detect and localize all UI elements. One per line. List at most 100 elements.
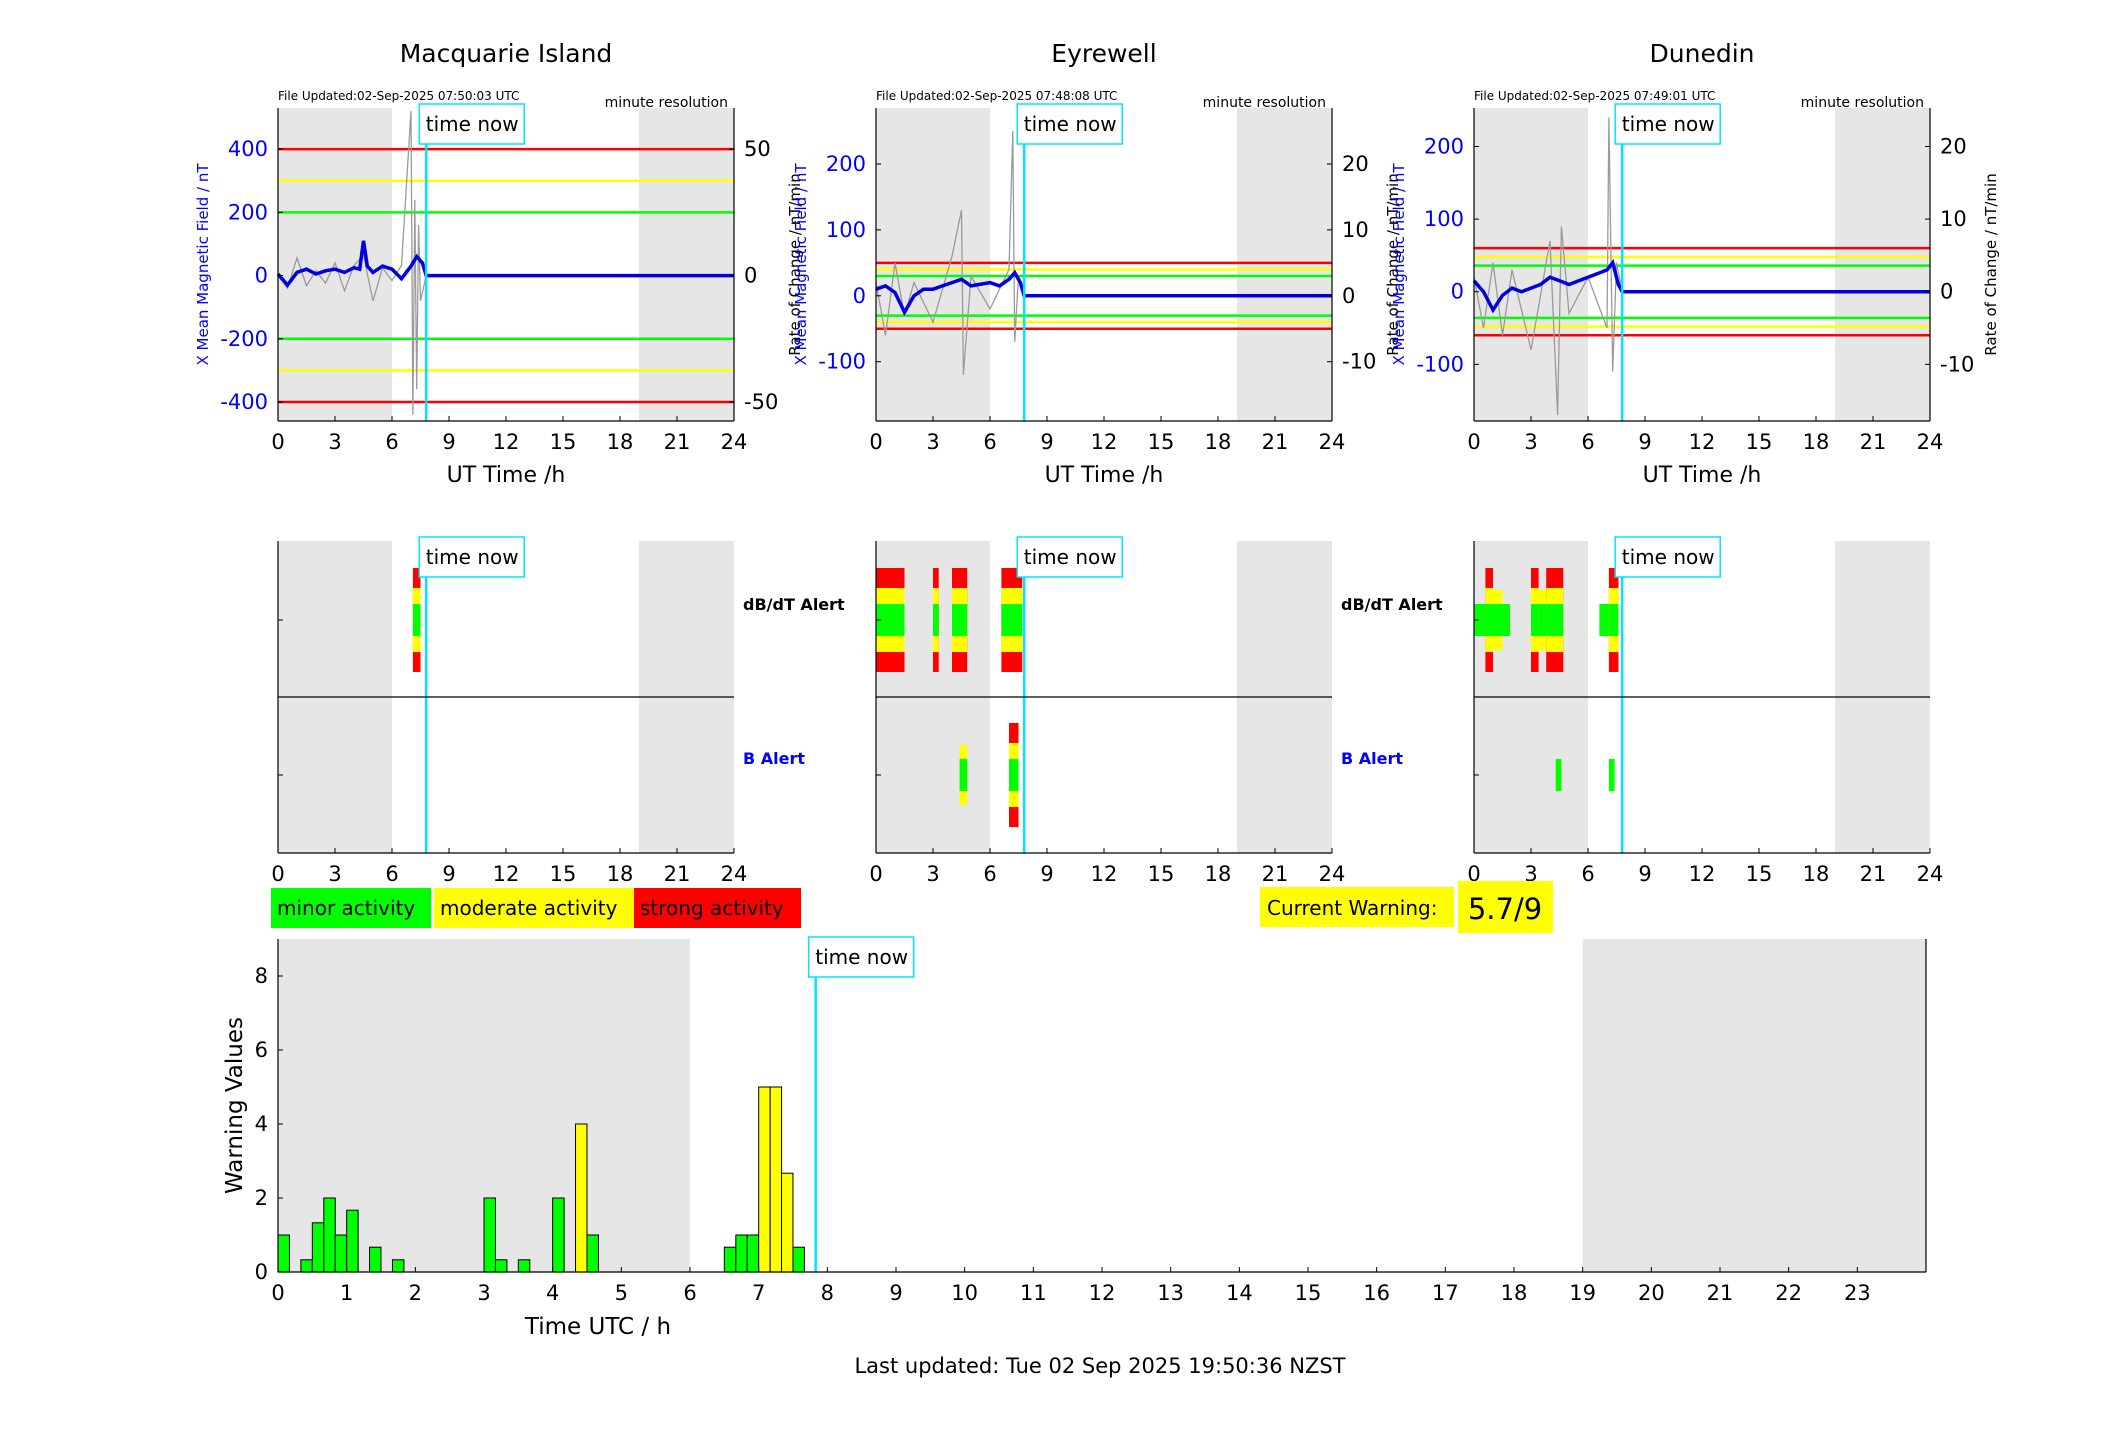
- x-tick-label: 3: [926, 862, 939, 886]
- x-tick-label: 21: [664, 862, 691, 886]
- warning-bar: [586, 1234, 599, 1273]
- dbdt-alert-label: dB/dT Alert: [743, 595, 845, 614]
- x-tick-label: 15: [550, 430, 577, 454]
- time-now-label: time now: [1024, 545, 1117, 569]
- y-left-tick-label: -100: [818, 350, 866, 374]
- y-right-tick-label: 10: [1342, 218, 1369, 242]
- y-left-tick-label: 200: [228, 200, 268, 224]
- y-axis-label-right: Rate of Change / nT/min: [1982, 173, 2000, 355]
- warning-bar: [735, 1234, 748, 1273]
- x-tick-label: 0: [271, 862, 284, 886]
- x-tick-label: 23: [1844, 1281, 1871, 1305]
- b-alert-bar-minor: [959, 759, 968, 791]
- x-tick-label: 3: [1524, 862, 1537, 886]
- warning-bar: [311, 1222, 325, 1273]
- time-now-box: [1016, 536, 1123, 578]
- x-tick-label: 6: [1581, 430, 1594, 454]
- warning-bar: [723, 1246, 737, 1273]
- dbdt-alert-bar-minor: [933, 604, 939, 636]
- resolution-text: minute resolution: [605, 95, 728, 111]
- b-alert-bar-minor: [1555, 759, 1562, 791]
- x-tick-label: 21: [1262, 430, 1289, 454]
- x-tick-label: 0: [869, 862, 882, 886]
- rate-of-change-series: [875, 131, 1025, 375]
- y-right-tick-label: 10: [1940, 207, 1967, 231]
- y-tick-label: 2: [255, 1186, 268, 1210]
- y-left-tick-label: -400: [220, 390, 268, 414]
- time-now-label: time now: [1622, 545, 1715, 569]
- y-left-tick-label: -100: [1416, 352, 1464, 376]
- time-now-label: time now: [1622, 112, 1715, 136]
- x-tick-label: 24: [1319, 430, 1346, 454]
- y-right-tick-label: -10: [1342, 350, 1376, 374]
- x-tick-label: 24: [721, 430, 748, 454]
- y-right-tick-label: 0: [1940, 280, 1953, 304]
- time-now-box: [807, 936, 915, 978]
- warning-bar: [494, 1259, 508, 1273]
- x-tick-label: 0: [869, 430, 882, 454]
- b-alert-bar-minor: [1009, 759, 1019, 791]
- x-tick-label: 13: [1157, 1281, 1184, 1305]
- resolution-text: minute resolution: [1203, 95, 1326, 111]
- x-tick-label: 12: [1089, 1281, 1116, 1305]
- y-left-tick-label: -200: [220, 327, 268, 351]
- file-updated-text: File Updated:02-Sep-2025 07:49:01 UTC: [1474, 89, 1715, 103]
- rate-of-change-series: [277, 111, 427, 415]
- x-tick-label: 15: [1148, 430, 1175, 454]
- x-tick-label: 18: [1501, 1281, 1528, 1305]
- dbdt-alert-bar-minor: [1538, 604, 1547, 636]
- x-tick-label: 18: [607, 430, 634, 454]
- legend-swatch-strong: [634, 888, 801, 928]
- b-alert-bar-minor: [1608, 759, 1615, 791]
- dbdt-alert-bar-minor: [1546, 604, 1564, 636]
- dbdt-alert-bar-minor: [1599, 604, 1609, 636]
- x-tick-label: 4: [546, 1281, 559, 1305]
- last-updated-text: Last updated: Tue 02 Sep 2025 19:50:36 N…: [854, 1354, 1345, 1378]
- x-tick-label: 9: [1638, 862, 1651, 886]
- x-tick-label: 12: [1091, 862, 1118, 886]
- x-tick-label: 18: [1205, 862, 1232, 886]
- current-warning-value: 5.7/9: [1468, 892, 1542, 926]
- x-tick-label: 15: [1746, 862, 1773, 886]
- x-tick-label: 2: [409, 1281, 422, 1305]
- b-alert-label: B Alert: [743, 749, 805, 768]
- x-tick-label: 3: [328, 862, 341, 886]
- x-tick-label: 0: [1467, 430, 1480, 454]
- y-left-tick-label: 200: [826, 152, 866, 176]
- night-shading: [1582, 939, 1926, 1272]
- time-now-box: [1016, 103, 1123, 145]
- x-tick-label: 3: [1524, 430, 1537, 454]
- legend-label-minor: minor activity: [277, 896, 415, 920]
- x-tick-label: 21: [664, 430, 691, 454]
- dbdt-alert-bar-minor: [952, 604, 968, 636]
- x-tick-label: 6: [983, 430, 996, 454]
- dbdt-alert-bar-minor: [1502, 604, 1511, 636]
- x-tick-label: 6: [1581, 862, 1594, 886]
- y-left-tick-label: 100: [826, 218, 866, 242]
- current-warning-value-box: [1458, 881, 1553, 933]
- x-axis-label: Time UTC / h: [524, 1314, 671, 1340]
- warning-bar: [792, 1246, 805, 1273]
- night-shading: [1237, 108, 1332, 421]
- file-updated-text: File Updated:02-Sep-2025 07:48:08 UTC: [876, 89, 1117, 103]
- x-tick-label: 7: [752, 1281, 765, 1305]
- warning-bar: [746, 1234, 760, 1273]
- warning-bar: [552, 1197, 565, 1273]
- x-tick-label: 12: [493, 862, 520, 886]
- warning-bar: [346, 1209, 359, 1273]
- time-now-label: time now: [1024, 112, 1117, 136]
- x-tick-label: 3: [328, 430, 341, 454]
- mean-field-series: [276, 240, 734, 288]
- dbdt-alert-bar-minor: [1485, 604, 1493, 636]
- x-tick-label: 17: [1432, 1281, 1459, 1305]
- night-shading: [876, 108, 990, 421]
- x-tick-label: 21: [1707, 1281, 1734, 1305]
- time-now-box: [1614, 103, 1721, 145]
- x-tick-label: 24: [1319, 862, 1346, 886]
- x-tick-label: 21: [1860, 862, 1887, 886]
- y-tick-label: 4: [255, 1112, 268, 1136]
- x-tick-label: 9: [442, 430, 455, 454]
- y-right-tick-label: 0: [1342, 284, 1355, 308]
- y-axis-label-left: X Mean Magnetic Field / nT: [194, 163, 212, 366]
- time-now-box: [1614, 536, 1721, 578]
